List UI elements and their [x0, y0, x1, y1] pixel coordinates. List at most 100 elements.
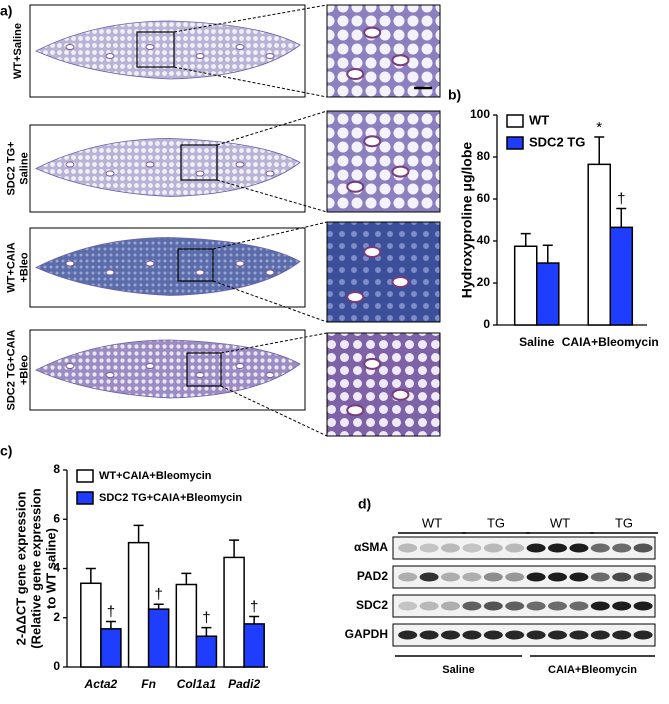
- band: [590, 630, 610, 640]
- selection-box: [180, 144, 218, 181]
- band: [441, 630, 460, 640]
- band: [526, 543, 546, 553]
- y-tick-label: 6: [53, 511, 60, 525]
- vessel: [65, 161, 75, 168]
- vessel: [235, 161, 245, 168]
- vessel: [195, 372, 205, 378]
- band: [505, 543, 525, 553]
- significance-marker: †: [617, 190, 625, 207]
- band: [419, 601, 439, 611]
- airway: [391, 54, 410, 67]
- condition-label: Saline: [442, 664, 474, 676]
- vessel: [105, 372, 115, 378]
- vessel: [265, 53, 275, 59]
- group-label: TG: [487, 515, 505, 530]
- lung-section: [35, 339, 301, 399]
- airway: [391, 276, 410, 288]
- zoom-image: [326, 110, 441, 213]
- blot-strip: [392, 565, 656, 589]
- vessel: [145, 44, 155, 50]
- row-label: +Bleo: [18, 252, 30, 283]
- y-tick-label: 0: [53, 659, 60, 673]
- legend-swatch: [76, 469, 94, 483]
- panel-label: a): [0, 3, 12, 19]
- bar: [80, 582, 102, 668]
- band: [505, 572, 525, 582]
- row-label: +Bleo: [18, 355, 30, 386]
- vessel: [65, 363, 75, 369]
- panel-label: c): [0, 443, 12, 459]
- error-bar: [181, 572, 192, 585]
- group-label: TG: [615, 515, 633, 530]
- row-label: SDC2 TG+CAIA: [5, 329, 17, 410]
- zoom-guide: [173, 4, 328, 33]
- band: [441, 543, 460, 553]
- legend-swatch: [76, 491, 94, 505]
- bar: [243, 623, 265, 668]
- band: [633, 572, 653, 582]
- error-bar: [201, 626, 212, 637]
- error-bar: [542, 244, 553, 264]
- vessel: [105, 269, 115, 276]
- band: [398, 572, 418, 582]
- vessel: [195, 53, 205, 59]
- airway: [363, 26, 382, 39]
- protein-label: αSMA: [354, 540, 388, 554]
- vessel: [65, 44, 75, 50]
- vessel: [145, 363, 155, 369]
- lung-section: [35, 138, 301, 197]
- y-axis-label: Hydroxyproline μg/lobe: [459, 142, 475, 299]
- bar: [100, 628, 122, 668]
- band: [462, 543, 482, 553]
- band: [526, 601, 546, 611]
- airway: [346, 404, 365, 417]
- legend-swatch: [506, 136, 524, 150]
- vessel: [65, 260, 75, 267]
- band: [441, 601, 460, 611]
- y-tick-label: 60: [477, 191, 491, 205]
- band: [398, 543, 418, 553]
- band: [612, 601, 632, 611]
- group-label: WT: [550, 515, 570, 530]
- x-tick-label: Fn: [141, 677, 156, 691]
- airway: [363, 246, 382, 258]
- zoom-guide: [212, 221, 328, 250]
- band: [398, 630, 418, 640]
- band: [462, 572, 482, 582]
- band: [483, 543, 503, 553]
- zoom-image: [326, 4, 441, 98]
- band: [548, 543, 567, 553]
- vessel: [105, 170, 115, 177]
- band: [483, 601, 503, 611]
- bar: [223, 556, 245, 668]
- zoom-guide: [212, 280, 328, 323]
- bar: [175, 583, 198, 668]
- zoom-image: [326, 221, 441, 323]
- y-tick-label: 40: [477, 233, 491, 247]
- bar: [513, 245, 538, 326]
- band: [633, 601, 653, 611]
- legend-label: SDC2 TG: [529, 134, 585, 149]
- y-tick-label: 100: [470, 107, 490, 121]
- band: [462, 630, 482, 640]
- significance-marker: †: [154, 586, 162, 603]
- panel-label: b): [448, 87, 461, 103]
- band: [419, 572, 439, 582]
- significance-marker: †: [202, 610, 210, 627]
- vessel: [265, 372, 275, 378]
- band: [569, 601, 589, 611]
- vessel: [235, 260, 245, 267]
- band: [526, 572, 546, 582]
- group-label: WT: [422, 515, 442, 530]
- vessel: [235, 363, 245, 369]
- error-bar: [594, 136, 605, 165]
- band: [483, 572, 503, 582]
- airway: [391, 388, 410, 401]
- legend-label: WT+CAIA+Bleomycin: [99, 470, 212, 482]
- y-axis-label: 2-ΔΔCT gene expression: [13, 492, 28, 646]
- airway: [346, 180, 365, 193]
- error-bar: [229, 539, 240, 558]
- y-tick-label: 4: [53, 561, 60, 575]
- y-tick-label: 20: [477, 275, 491, 289]
